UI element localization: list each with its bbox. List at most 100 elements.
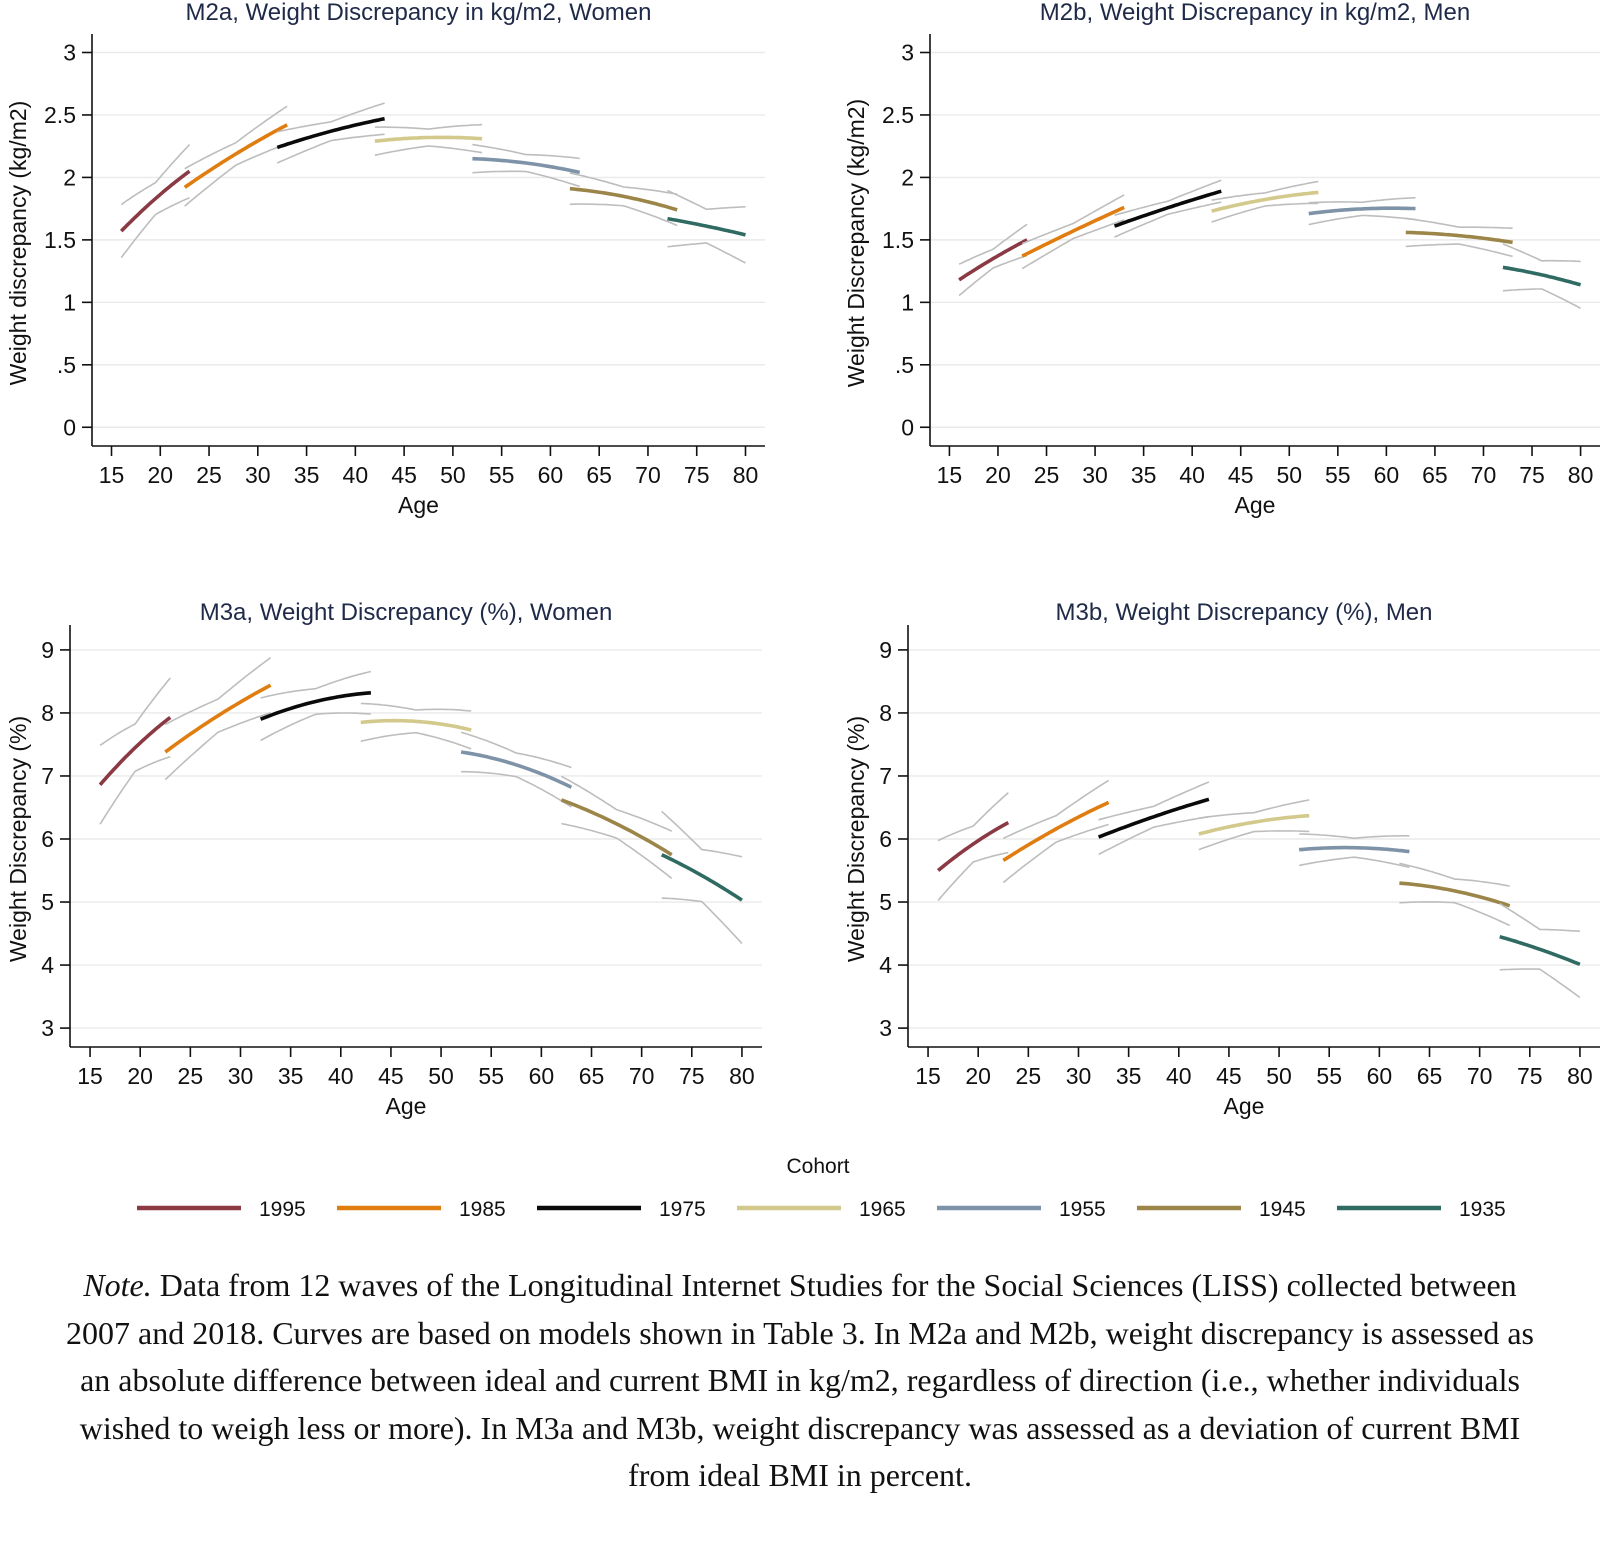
x-tick-label: 70 [629,1063,655,1089]
ci-lower-line [661,897,743,945]
ci-upper-line [1002,779,1110,840]
y-tick-label: 0 [63,414,76,440]
y-tick-label: 2 [901,164,914,190]
y-tick-label: 4 [41,952,54,978]
ci-lower-line [1211,202,1319,223]
note-lead: Note. [83,1267,152,1303]
series-line [374,135,483,143]
x-tick-label: 75 [684,462,710,488]
ci-lower-line [472,170,580,188]
legend-label: 1955 [1059,1198,1106,1221]
x-tick-label: 65 [1422,462,1448,488]
x-tick-label: 60 [538,462,564,488]
x-tick-label: 40 [328,1063,354,1089]
legend: Cohort 1995 1985 1975 1965 1955 1945 1935 [137,1155,1506,1221]
legend-label: 1985 [459,1198,506,1221]
ci-lower-line [360,731,472,750]
legend-item-1945: 1945 [1137,1198,1306,1221]
series-line [164,683,272,754]
x-tick-label: 55 [478,1063,504,1089]
x-tick-label: 55 [1316,1063,1342,1089]
ci-upper-line [360,702,472,712]
y-axis-title: Weight discrepancy (kg/m2) [5,101,31,386]
series-1935 [1502,243,1582,310]
chart-panels: M2a, Weight Discrepancy in kg/m2, Women 0… [5,0,1600,1119]
series-line [276,116,385,150]
series-line [1097,797,1210,839]
y-tick-label: 0 [901,414,914,440]
x-tick-label: 75 [1517,1063,1543,1089]
ci-lower-line [1399,901,1511,927]
legend-title: Cohort [786,1155,849,1178]
legend-label: 1965 [859,1198,906,1221]
series-1985 [164,656,272,781]
x-tick-label: 25 [178,1063,204,1089]
series-line [1198,813,1310,836]
ci-upper-line [1198,799,1310,819]
ci-upper-line [1399,862,1510,887]
series-line [259,691,372,721]
y-tick-label: 8 [879,700,892,726]
series-line [1211,190,1319,213]
ci-upper-line [472,143,580,160]
ci-lower-line [1308,214,1416,226]
ci-lower-line [1298,856,1410,869]
x-tick-label: 80 [729,1063,755,1089]
series-1975 [276,102,385,164]
legend-item-1995: 1995 [137,1198,306,1221]
series-line [569,186,678,212]
panel-title: M3a, Weight Discrepancy (%), Women [200,599,613,626]
x-tick-label: 35 [278,1063,304,1089]
ci-upper-line [937,792,1009,842]
y-axis-title: Weight Discrepancy (%) [843,716,869,962]
y-axis-title: Weight Discrepancy (kg/m2) [843,99,869,387]
series-line [98,715,172,786]
x-tick-label: 15 [915,1063,941,1089]
x-tick-label: 70 [635,462,661,488]
ci-upper-line [1299,833,1410,840]
series-line [958,238,1028,282]
panel-m3b: M3b, Weight Discrepancy (%), Men34567891… [843,599,1600,1119]
y-tick-label: 1 [63,289,76,315]
ci-upper-line [561,775,673,832]
x-axis-title: Age [398,492,439,518]
series-line [1021,205,1125,258]
x-tick-label: 30 [228,1063,254,1089]
x-tick-label: 45 [391,462,417,488]
x-tick-label: 70 [1471,462,1497,488]
ci-upper-line [667,189,746,211]
x-tick-label: 80 [1567,1063,1593,1089]
ci-lower-line [1405,243,1513,258]
y-tick-label: 3 [63,39,76,65]
x-tick-label: 20 [147,462,173,488]
y-tick-label: 9 [879,637,892,663]
panel-title: M3b, Weight Discrepancy (%), Men [1055,599,1432,626]
ci-upper-line [1098,781,1210,821]
y-tick-label: 3 [879,1015,892,1041]
series-1945 [1399,862,1511,927]
x-tick-label: 25 [1034,462,1060,488]
series-1945 [560,775,673,880]
series-line [1298,845,1410,854]
y-tick-label: 6 [879,826,892,852]
x-tick-label: 25 [1016,1063,1042,1089]
legend-items: 1995 1985 1975 1965 1955 1945 1935 [137,1198,1506,1221]
series-1995 [98,677,172,825]
x-tick-label: 65 [586,462,612,488]
x-tick-label: 55 [1325,462,1351,488]
series-line [1399,881,1511,908]
series-1965 [374,123,483,156]
x-tick-label: 25 [196,462,222,488]
series-line [660,853,743,902]
x-tick-label: 20 [965,1063,991,1089]
x-tick-label: 30 [245,462,271,488]
x-tick-label: 75 [679,1063,705,1089]
ci-upper-line [1211,180,1319,201]
ci-lower-line [937,851,1009,902]
ci-lower-line [569,203,678,227]
ci-lower-line [461,770,572,808]
ci-upper-line [1499,902,1580,933]
ci-upper-line [661,810,743,858]
series-1955 [1298,833,1410,869]
series-line [1502,265,1582,287]
